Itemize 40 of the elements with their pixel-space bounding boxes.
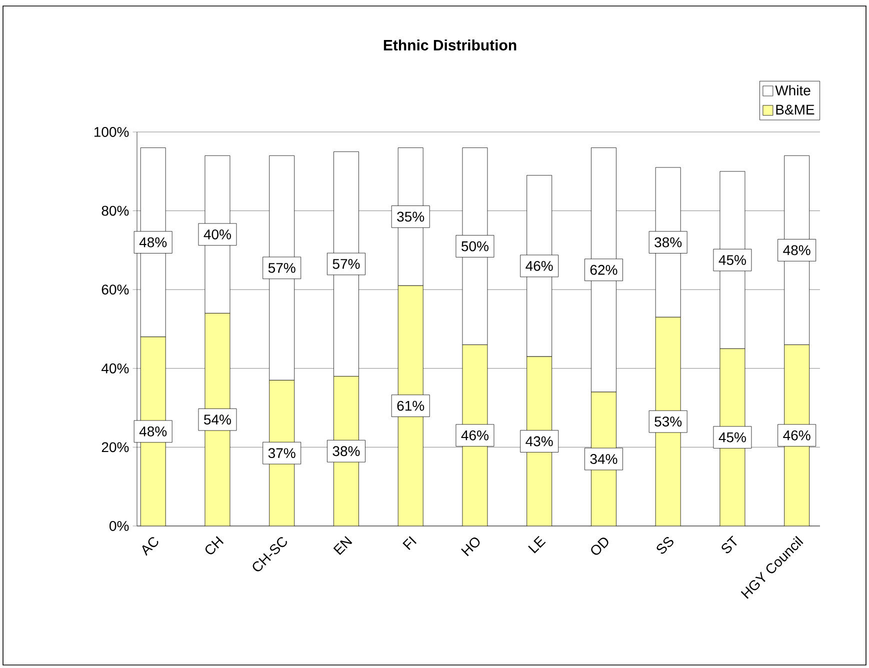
data-label: 57% bbox=[268, 262, 296, 273]
data-label: 45% bbox=[718, 432, 746, 442]
x-tick-label: AC bbox=[142, 537, 158, 556]
data-label: 54% bbox=[204, 414, 231, 425]
x-tick-label: ST bbox=[722, 536, 737, 554]
y-tick-label: 80% bbox=[102, 206, 129, 216]
x-tick-label: HO bbox=[461, 538, 480, 556]
data-label: 46% bbox=[461, 430, 488, 440]
chart-title: Ethnic Distribution bbox=[384, 39, 516, 50]
data-label: 50% bbox=[462, 241, 488, 252]
y-tick-label: 100% bbox=[94, 127, 129, 137]
data-label: 48% bbox=[139, 426, 167, 436]
data-label: 46% bbox=[783, 430, 810, 440]
data-label: 38% bbox=[654, 237, 682, 248]
data-label: 48% bbox=[783, 245, 810, 256]
x-tick-label: SS bbox=[656, 537, 674, 554]
y-tick-label: 60% bbox=[102, 284, 129, 295]
legend-label: White bbox=[775, 85, 810, 96]
x-tick-label: OD bbox=[591, 538, 608, 555]
x-tick-label: CH bbox=[205, 536, 224, 554]
x-tick-label: FI bbox=[402, 536, 416, 550]
y-tick-label: 40% bbox=[102, 363, 129, 374]
x-tick-label: EN bbox=[333, 536, 352, 555]
data-label: 57% bbox=[332, 259, 360, 269]
data-label: 40% bbox=[204, 229, 231, 240]
data-label: 46% bbox=[526, 260, 553, 271]
data-label: 43% bbox=[526, 436, 553, 446]
data-label: 38% bbox=[332, 446, 360, 456]
data-label: 61% bbox=[397, 400, 424, 411]
data-label: 34% bbox=[590, 454, 618, 464]
legend-label: B&ME bbox=[776, 104, 814, 115]
data-label: 45% bbox=[718, 255, 746, 265]
data-label: 53% bbox=[654, 416, 682, 427]
y-tick-label: 20% bbox=[102, 442, 129, 452]
x-tick-label: LE bbox=[528, 536, 546, 554]
data-label: 35% bbox=[397, 212, 424, 222]
data-label: 62% bbox=[590, 264, 618, 275]
y-tick-label: 0% bbox=[110, 521, 129, 531]
data-label: 37% bbox=[268, 448, 296, 458]
data-label: 48% bbox=[139, 237, 167, 248]
